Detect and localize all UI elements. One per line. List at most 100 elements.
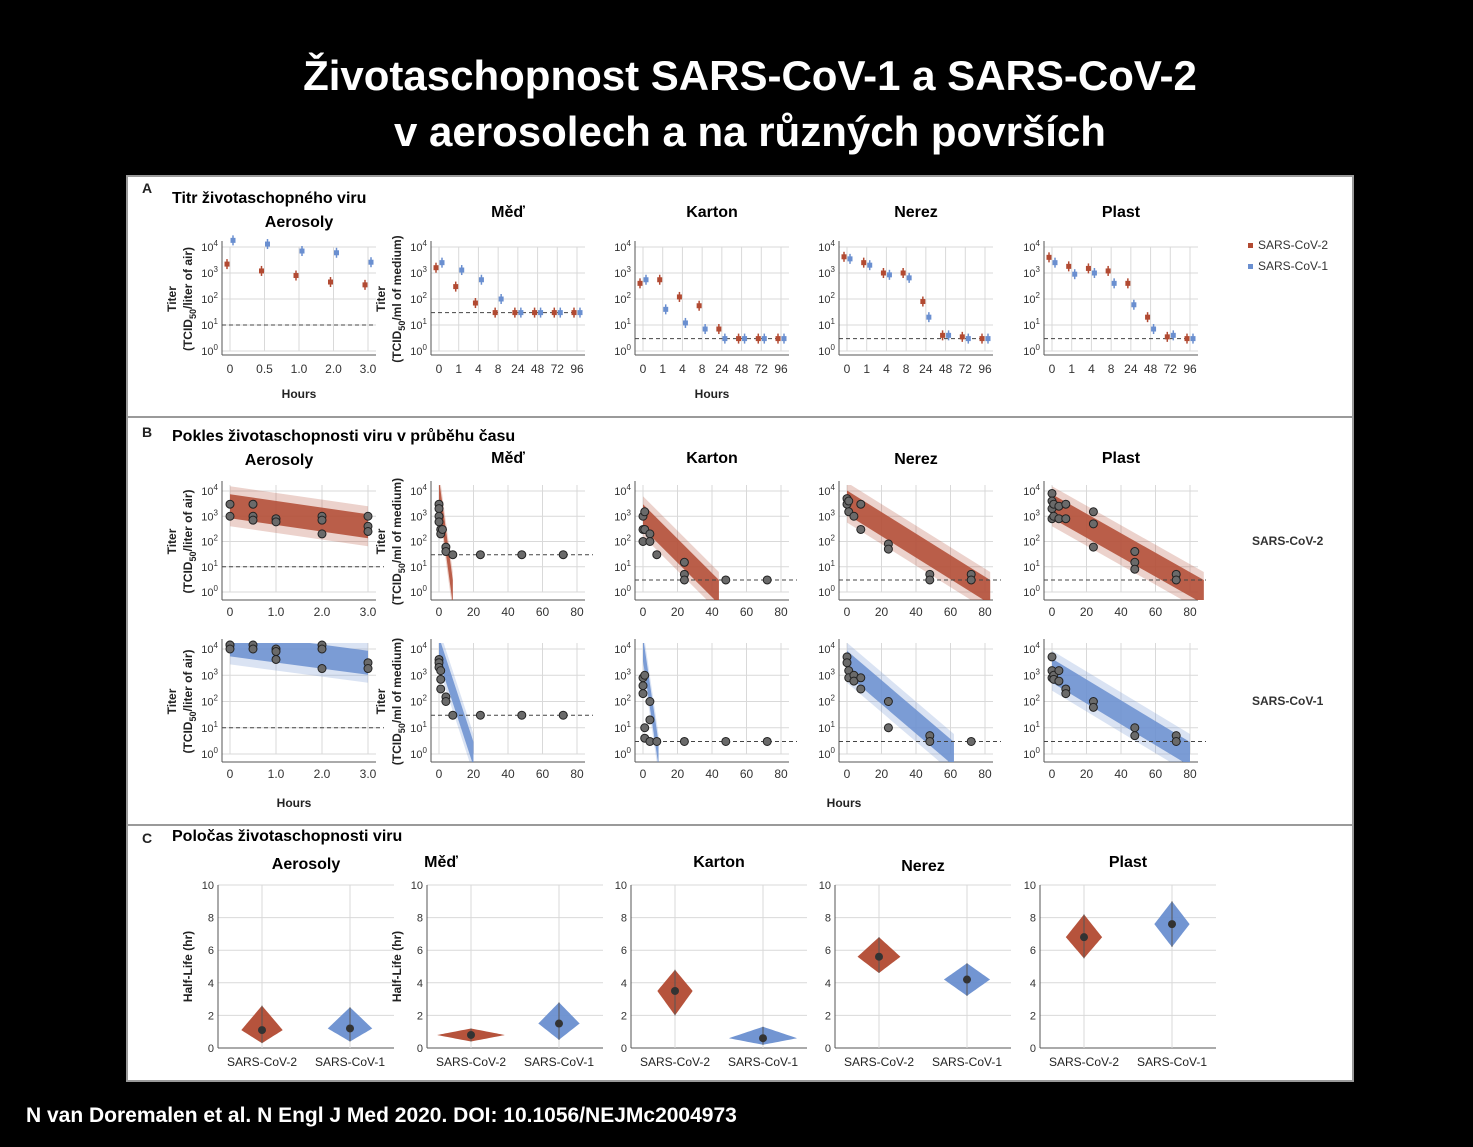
y-tick-label: 6 bbox=[825, 945, 831, 957]
y-tick-label: 100 bbox=[614, 746, 631, 761]
data-point bbox=[1085, 265, 1091, 271]
y-tick-label: 104 bbox=[614, 641, 631, 656]
y-tick-label: 102 bbox=[818, 534, 835, 549]
violin-median bbox=[346, 1024, 354, 1033]
data-point bbox=[645, 715, 655, 725]
data-point bbox=[363, 526, 373, 536]
data-point bbox=[1171, 575, 1181, 585]
panel-c-plot-1: Měď 0 2 4 6 8 10 SARS-CoV-2 SARS-CoV-1 Half-Life … bbox=[390, 854, 603, 1069]
data-point bbox=[946, 332, 952, 338]
y-tick-label: 101 bbox=[1023, 720, 1040, 735]
panel-a-plot-title: Nerez bbox=[894, 204, 938, 221]
panel-b-plot-1-0: 100 101 102 103 104 0 1.0 2.0 3.0 Titer(TCID50/li… bbox=[165, 639, 384, 781]
panel-c-plot-0: Aerosoly 0 2 4 6 8 10 SARS-CoV-2 SARS-CoV-1 Half-… bbox=[181, 856, 394, 1069]
data-point bbox=[926, 314, 932, 320]
data-point bbox=[259, 268, 264, 274]
x-tick-label: 24 bbox=[511, 362, 525, 376]
panel-a-plot-0: Aerosoly 100 101 102 103 104 0 0.5 1.0 2.0 3.0 Tite… bbox=[165, 214, 377, 401]
y-tick-label: 101 bbox=[614, 317, 631, 332]
x-tick-label: SARS-CoV-2 bbox=[844, 1055, 914, 1069]
data-point bbox=[1072, 271, 1078, 277]
x-tick-label: 40 bbox=[1114, 767, 1128, 781]
panel-b-plot-title: Nerez bbox=[894, 451, 938, 468]
data-point bbox=[856, 673, 866, 683]
panel-c-plot-2: Karton 0 2 4 6 8 10 SARS-CoV-2 SARS-CoV-1 bbox=[615, 854, 807, 1069]
x-tick-label: SARS-CoV-2 bbox=[640, 1055, 710, 1069]
y-tick-label: 103 bbox=[1023, 508, 1040, 523]
y-tick-label: 2 bbox=[1030, 1010, 1036, 1022]
x-tick-label: 80 bbox=[978, 767, 992, 781]
violin-median bbox=[467, 1030, 475, 1039]
data-point bbox=[842, 658, 852, 668]
data-point bbox=[638, 681, 648, 691]
data-point bbox=[1125, 280, 1131, 286]
data-point bbox=[248, 644, 258, 654]
data-point bbox=[363, 664, 373, 674]
y-tick-label: 102 bbox=[201, 291, 218, 306]
y-tick-label: 100 bbox=[1023, 584, 1040, 599]
y-tick-label: 100 bbox=[201, 343, 218, 358]
y-tick-label: 104 bbox=[410, 483, 427, 498]
data-point bbox=[883, 697, 893, 706]
y-tick-label: 102 bbox=[410, 694, 427, 709]
data-point bbox=[1130, 731, 1140, 741]
y-axis-label: Titer bbox=[165, 286, 179, 312]
slide-title-line-1: Životaschopnost SARS-CoV-1 a SARS-CoV-2 bbox=[303, 52, 1197, 99]
y-tick-label: 100 bbox=[818, 584, 835, 599]
y-tick-label: 100 bbox=[201, 746, 218, 761]
y-tick-label: 8 bbox=[621, 913, 627, 925]
y-axis-label: Half-Life (hr) bbox=[181, 931, 195, 1002]
panel-c-plot-4: Plast 0 2 4 6 8 10 SARS-CoV-2 SARS-CoV-1 bbox=[1024, 854, 1216, 1069]
y-tick-label: 104 bbox=[614, 239, 631, 254]
x-tick-label: 72 bbox=[1164, 362, 1178, 376]
data-point bbox=[861, 260, 867, 266]
y-tick-label: 104 bbox=[201, 641, 218, 656]
data-point bbox=[652, 550, 662, 560]
data-point bbox=[781, 336, 787, 342]
data-point bbox=[472, 300, 478, 306]
y-axis-label: Titer bbox=[165, 688, 179, 714]
data-point bbox=[676, 294, 682, 300]
regression-band-outer bbox=[230, 486, 368, 547]
y-tick-label: 4 bbox=[621, 978, 627, 990]
violin-median bbox=[759, 1034, 767, 1043]
data-point bbox=[1054, 666, 1064, 676]
panel-c-plot-title: Měď bbox=[424, 854, 458, 871]
x-tick-label: 96 bbox=[978, 362, 992, 376]
data-point bbox=[775, 336, 781, 342]
data-point bbox=[433, 265, 439, 271]
violin-median bbox=[555, 1019, 563, 1028]
panel-b-plot-1-1: 100 101 102 103 104 0 20 40 60 80 Titer(TCID50/ml … bbox=[374, 638, 593, 781]
data-point bbox=[293, 273, 299, 279]
data-point bbox=[271, 654, 281, 664]
x-tick-label: 0 bbox=[227, 362, 234, 376]
data-point bbox=[841, 254, 847, 260]
regression-band-outer bbox=[230, 643, 368, 683]
x-tick-label: SARS-CoV-1 bbox=[315, 1055, 385, 1069]
data-point bbox=[736, 336, 742, 342]
data-point bbox=[299, 248, 305, 254]
data-point bbox=[475, 550, 485, 560]
regression-band bbox=[1052, 494, 1204, 600]
y-tick-label: 102 bbox=[818, 694, 835, 709]
panel-c-plot-3: Nerez 0 2 4 6 8 10 SARS-CoV-2 SARS-CoV-1 bbox=[819, 858, 1011, 1069]
y-tick-label: 0 bbox=[621, 1043, 627, 1055]
data-point bbox=[645, 537, 655, 546]
regression-band bbox=[439, 643, 474, 762]
data-point bbox=[478, 277, 484, 283]
data-point bbox=[448, 710, 458, 720]
data-point bbox=[638, 689, 648, 699]
y-tick-label: 0 bbox=[208, 1043, 214, 1055]
data-point bbox=[856, 524, 866, 534]
x-tick-label: 2.0 bbox=[314, 767, 331, 781]
data-point bbox=[492, 310, 498, 316]
x-tick-label: 1.0 bbox=[268, 767, 285, 781]
x-tick-label: 0 bbox=[640, 362, 647, 376]
violin-median bbox=[1080, 933, 1088, 942]
x-tick-label: 8 bbox=[1108, 362, 1115, 376]
regression-band-outer bbox=[1052, 650, 1190, 762]
data-point bbox=[883, 544, 893, 554]
x-tick-label: 1 bbox=[863, 362, 870, 376]
y-tick-label: 101 bbox=[1023, 317, 1040, 332]
data-point bbox=[645, 529, 655, 539]
